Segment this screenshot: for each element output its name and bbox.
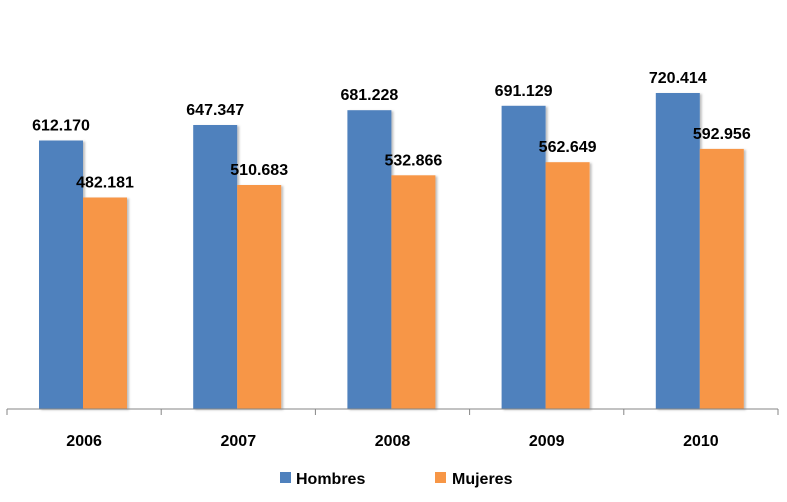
legend-label-mujeres: Mujeres	[452, 471, 513, 488]
bar-hombres-2009	[501, 105, 546, 410]
bar-mujeres-2008	[391, 175, 436, 409]
data-label-mujeres-2006: 482.181	[76, 175, 134, 192]
bar-mujeres-2010	[699, 148, 744, 409]
data-label-hombres-2010: 720.414	[649, 70, 707, 87]
bars-layer	[39, 93, 744, 410]
bar-mujeres-2006	[83, 197, 127, 409]
x-tick-label-2010: 2010	[683, 433, 719, 450]
data-label-mujeres-2007: 510.683	[230, 162, 288, 179]
data-label-hombres-2008: 681.228	[340, 87, 398, 104]
legend-swatch-mujeres	[435, 472, 446, 483]
x-tick-label-2007: 2007	[221, 433, 257, 450]
bar-mujeres-2009	[545, 162, 590, 409]
legend-swatch-hombres	[280, 472, 291, 483]
bar-hombres-2008	[347, 110, 392, 409]
data-label-mujeres-2010: 592.956	[693, 126, 751, 143]
x-axis: 2006 2007 2008 2009 2010	[6, 408, 779, 450]
bar-hombres-2006	[39, 140, 83, 409]
data-label-hombres-2009: 691.129	[495, 83, 553, 100]
legend-label-hombres: Hombres	[296, 471, 365, 488]
value-labels-layer: 612.170 482.181 647.347 510.683 681.228 532.8…	[32, 70, 751, 192]
data-label-mujeres-2008: 532.866	[384, 152, 442, 169]
data-label-hombres-2007: 647.347	[186, 102, 244, 119]
bar-mujeres-2007	[237, 185, 282, 409]
data-label-mujeres-2009: 562.649	[539, 139, 597, 156]
bar-hombres-2007	[193, 125, 238, 409]
data-label-hombres-2006: 612.170	[32, 118, 90, 135]
bar-hombres-2010	[655, 93, 700, 409]
x-tick-label-2009: 2009	[529, 433, 565, 450]
legend: Hombres Mujeres	[280, 471, 513, 488]
x-tick-label-2006: 2006	[66, 433, 102, 450]
x-tick-label-2008: 2008	[375, 433, 411, 450]
